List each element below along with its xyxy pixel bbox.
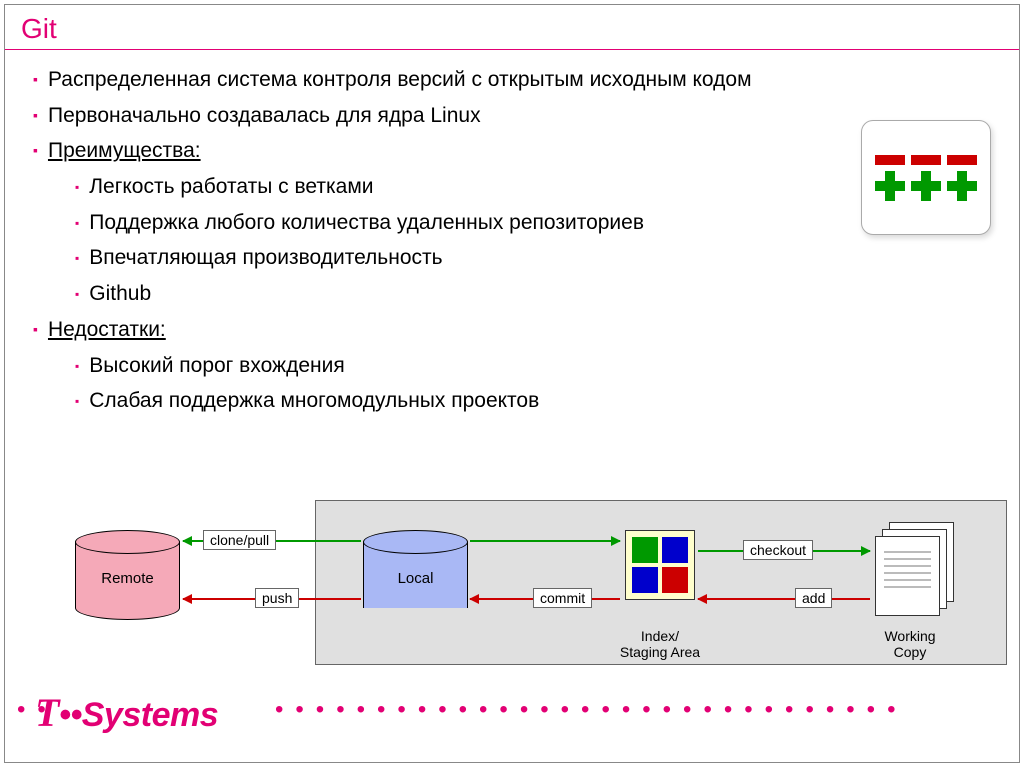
label-commit: commit [533,588,592,608]
square-icon [632,537,658,563]
working-copy-node [875,522,955,612]
label-checkout: checkout [743,540,813,560]
dots-right: ••••••••••••••••••••••••••••••• [275,696,907,724]
brand-logo: T••Systems [35,689,218,736]
working-label: Working Copy [855,628,965,660]
git-workflow-diagram: Remote Local Index/ Staging Area Worki [55,500,995,685]
label-clone-pull: clone/pull [203,530,276,550]
label-push: push [255,588,299,608]
label-add: add [795,588,832,608]
minus-icon [875,155,905,165]
sub-list: Высокий порог вхождения Слабая поддержка… [33,348,1003,419]
arrow-add [698,598,870,600]
plus-minus-icon [861,120,991,235]
square-icon [632,567,658,593]
square-icon [662,537,688,563]
page-title: Git [5,5,1019,50]
sub-bullet: Слабая поддержка многомодульных проектов [75,383,1003,419]
index-node [625,530,695,600]
local-repo-node: Local [363,530,468,620]
slide: Git Распределенная система контроля верс… [4,4,1020,763]
remote-repo-node: Remote [75,530,180,620]
bullet-item: Преимущества: Легкость работаты с веткам… [33,133,1003,311]
plus-icon [947,171,977,201]
footer: •• T••Systems ••••••••••••••••••••••••••… [5,694,1019,742]
file-icon [875,536,940,616]
square-icon [662,567,688,593]
content-area: Распределенная система контроля версий с… [5,50,1019,431]
bullet-list: Распределенная система контроля версий с… [21,62,1003,419]
index-label: Index/ Staging Area [605,628,715,660]
arrow-local-to-index [470,540,620,542]
bullet-item: Недостатки: Высокий порог вхождения Слаб… [33,312,1003,419]
plus-icon [875,171,905,201]
minus-icon [911,155,941,165]
bullet-item: Первоначально создавалась для ядра Linux [33,98,1003,134]
plus-icon [911,171,941,201]
sub-list: Легкость работаты с ветками Поддержка лю… [33,169,1003,312]
sub-bullet: Github [75,276,1003,312]
sub-bullet: Высокий порог вхождения [75,348,1003,384]
bullet-item: Распределенная система контроля версий с… [33,62,1003,98]
sub-bullet: Впечатляющая производительность [75,240,1003,276]
minus-icon [947,155,977,165]
